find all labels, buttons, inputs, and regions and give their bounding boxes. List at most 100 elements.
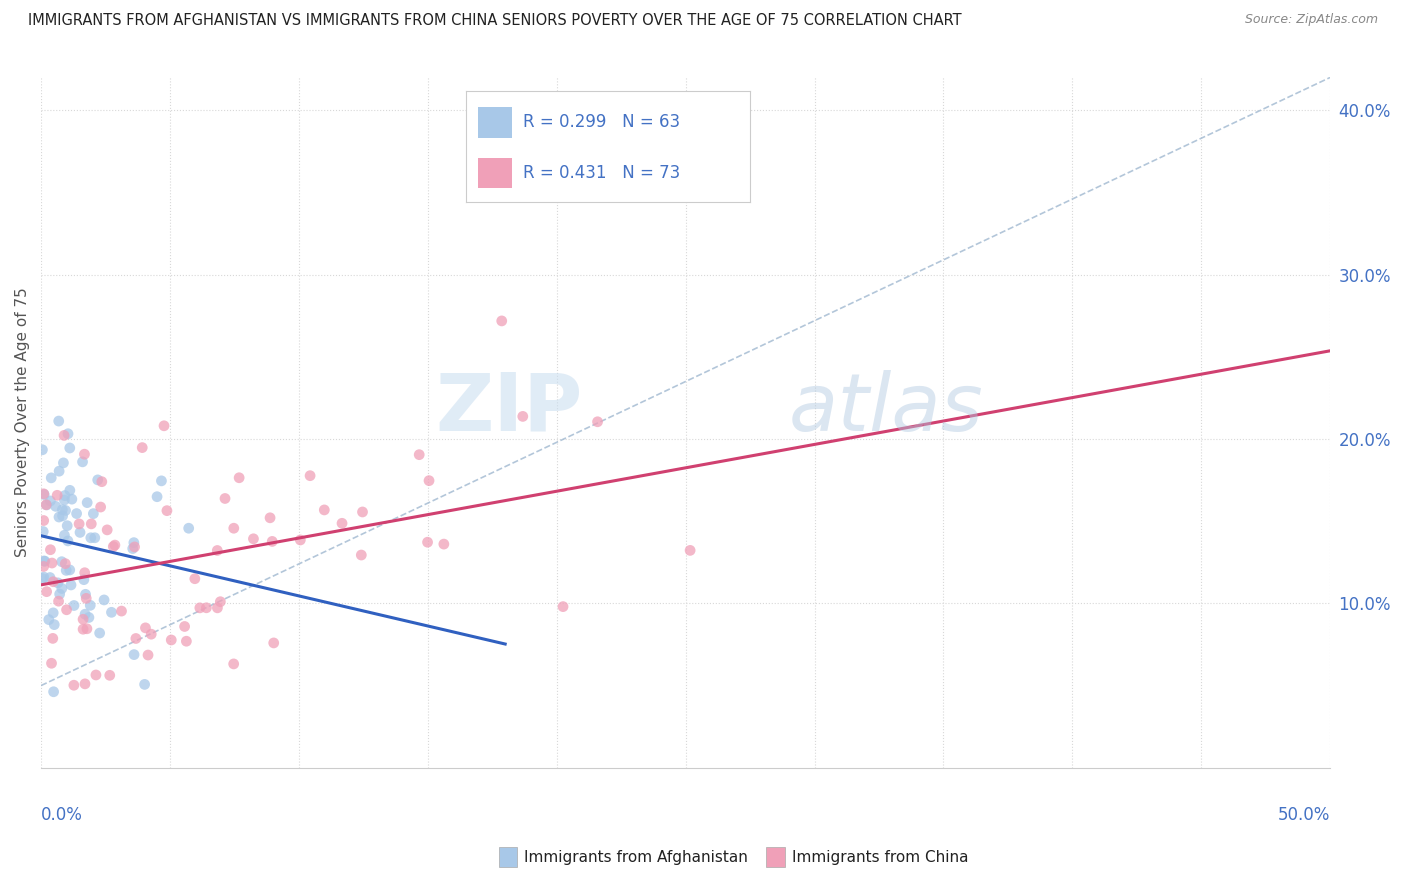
- Point: [177, 521, 200, 535]
- Text: Source: ZipAtlas.com: Source: ZipAtlas.com: [1244, 13, 1378, 27]
- Point: [55, 503, 77, 517]
- Point: [352, 505, 374, 519]
- Point: [55, 563, 77, 577]
- Point: [39, 542, 62, 557]
- Point: [131, 441, 153, 455]
- Point: [290, 533, 312, 547]
- Point: [551, 599, 574, 614]
- Point: [122, 535, 145, 549]
- Point: [69, 525, 91, 540]
- Point: [124, 540, 146, 554]
- Point: [418, 474, 440, 488]
- Point: [42, 632, 65, 646]
- Point: [32, 570, 55, 584]
- Point: [141, 627, 163, 641]
- Point: [122, 648, 145, 662]
- Point: [110, 604, 132, 618]
- Point: [44, 617, 66, 632]
- Point: [98, 668, 121, 682]
- Point: [222, 657, 245, 671]
- Point: [188, 600, 211, 615]
- Point: [65, 507, 87, 521]
- Point: [75, 591, 97, 606]
- Point: [56, 518, 79, 533]
- Point: [35, 498, 58, 512]
- Point: [52, 508, 75, 523]
- Text: 50.0%: 50.0%: [1278, 805, 1330, 823]
- Point: [156, 503, 179, 517]
- Point: [136, 648, 159, 662]
- Point: [330, 516, 353, 531]
- Point: [433, 537, 456, 551]
- Point: [55, 603, 77, 617]
- Point: [491, 314, 513, 328]
- Point: [93, 593, 115, 607]
- Point: [79, 599, 101, 613]
- Point: [90, 475, 112, 489]
- Text: 0.0%: 0.0%: [41, 805, 83, 823]
- Point: [32, 487, 55, 501]
- Point: [48, 587, 70, 601]
- Point: [51, 555, 73, 569]
- Point: [134, 621, 156, 635]
- Point: [63, 599, 86, 613]
- Point: [76, 622, 98, 636]
- Point: [153, 418, 176, 433]
- Point: [104, 538, 127, 552]
- Point: [80, 516, 103, 531]
- Point: [72, 622, 94, 636]
- Text: Immigrants from China: Immigrants from China: [792, 850, 969, 864]
- Point: [87, 473, 110, 487]
- Y-axis label: Seniors Poverty Over the Age of 75: Seniors Poverty Over the Age of 75: [15, 288, 30, 558]
- Point: [121, 541, 143, 556]
- Point: [73, 447, 96, 461]
- Point: [96, 523, 118, 537]
- Point: [73, 573, 96, 587]
- Point: [214, 491, 236, 506]
- Point: [134, 677, 156, 691]
- Point: [51, 582, 73, 596]
- Point: [146, 490, 169, 504]
- Point: [176, 634, 198, 648]
- Point: [263, 636, 285, 650]
- Point: [73, 566, 96, 580]
- Point: [34, 554, 56, 568]
- Point: [89, 626, 111, 640]
- Point: [31, 572, 53, 586]
- Point: [207, 600, 229, 615]
- Point: [31, 442, 53, 457]
- Point: [242, 532, 264, 546]
- Point: [35, 498, 58, 512]
- Point: [48, 414, 70, 428]
- Point: [41, 657, 63, 671]
- Point: [262, 534, 284, 549]
- Text: Immigrants from Afghanistan: Immigrants from Afghanistan: [524, 850, 748, 864]
- Point: [408, 448, 430, 462]
- Point: [160, 632, 183, 647]
- Point: [46, 575, 69, 590]
- Point: [42, 574, 65, 589]
- Point: [56, 533, 79, 548]
- Point: [53, 428, 76, 442]
- Point: [39, 494, 62, 508]
- Point: [42, 685, 65, 699]
- Point: [72, 455, 94, 469]
- Point: [60, 578, 83, 592]
- Point: [48, 594, 70, 608]
- Point: [209, 595, 232, 609]
- Point: [103, 540, 125, 554]
- Point: [259, 510, 281, 524]
- Point: [679, 543, 702, 558]
- Point: [56, 426, 79, 441]
- Point: [59, 441, 82, 455]
- Point: [59, 483, 82, 498]
- Point: [228, 471, 250, 485]
- Point: [75, 607, 97, 622]
- Point: [38, 613, 60, 627]
- Point: [67, 516, 90, 531]
- Point: [84, 668, 107, 682]
- Point: [207, 543, 229, 558]
- Text: IMMIGRANTS FROM AFGHANISTAN VS IMMIGRANTS FROM CHINA SENIORS POVERTY OVER THE AG: IMMIGRANTS FROM AFGHANISTAN VS IMMIGRANT…: [28, 13, 962, 29]
- Point: [39, 471, 62, 485]
- Point: [32, 554, 55, 568]
